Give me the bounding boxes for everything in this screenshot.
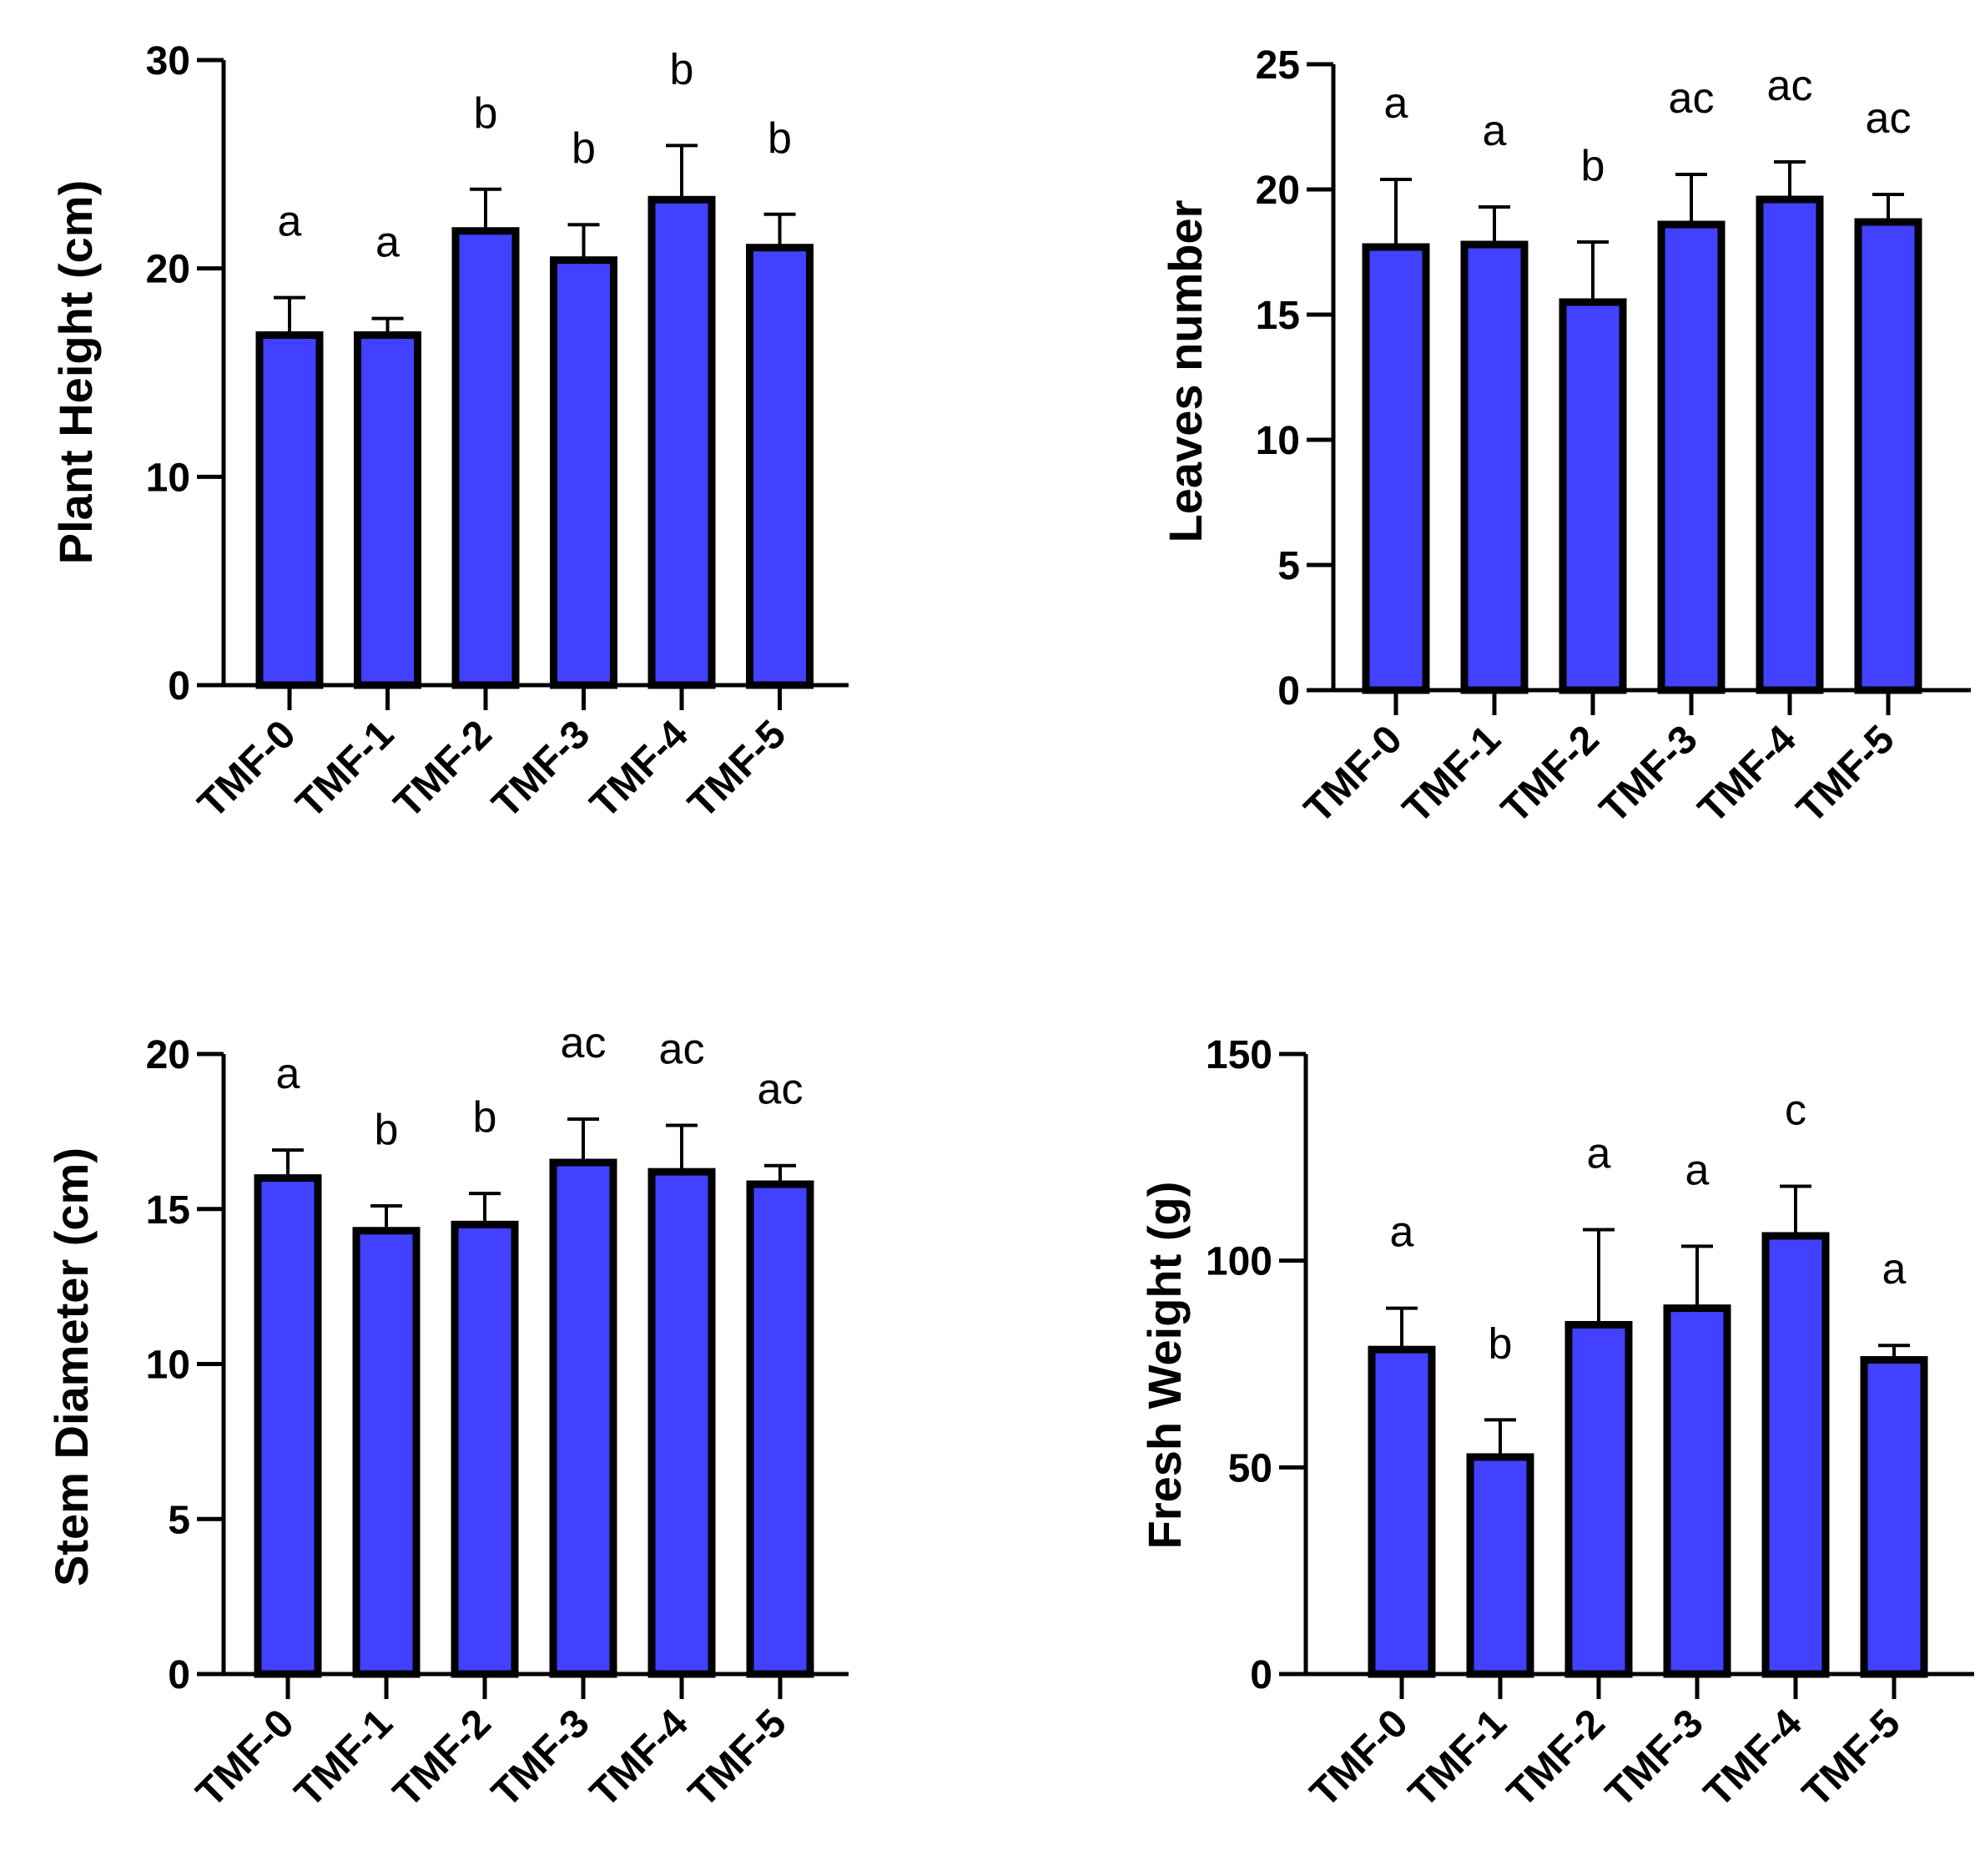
y-tick-label: 20 xyxy=(146,248,190,292)
y-tick-label: 15 xyxy=(1256,294,1300,338)
bar-tmf-1 xyxy=(1466,1453,1534,1678)
y-tick-label: 10 xyxy=(146,456,190,500)
significance-label: c xyxy=(1785,1087,1806,1135)
significance-label: b xyxy=(768,114,792,163)
bar-tmf-4 xyxy=(647,1167,716,1678)
y-tick-label: 150 xyxy=(1206,1033,1272,1077)
y-axis-title: Stem Diameter (cm) xyxy=(45,1147,98,1586)
significance-label: b xyxy=(572,124,596,173)
significance-label: b xyxy=(473,1093,497,1142)
significance-label: b xyxy=(1489,1319,1513,1368)
bar-tmf-1 xyxy=(352,1227,421,1678)
y-axis-title: Fresh Weight (g) xyxy=(1138,1182,1191,1550)
y-tick-label: 30 xyxy=(146,39,190,83)
significance-label: ac xyxy=(1669,74,1715,123)
significance-label: a xyxy=(1882,1245,1907,1294)
significance-label: a xyxy=(375,219,400,267)
significance-label: a xyxy=(1483,107,1507,155)
bar-tmf-2 xyxy=(451,227,520,689)
significance-label: b xyxy=(1581,142,1605,190)
significance-label: a xyxy=(1384,79,1408,128)
significance-label: a xyxy=(276,1050,300,1098)
y-tick-label: 100 xyxy=(1206,1240,1272,1284)
bar-tmf-3 xyxy=(550,256,617,689)
significance-label: a xyxy=(1587,1130,1611,1178)
bar-tmf-4 xyxy=(1761,1232,1830,1678)
bar-tmf-5 xyxy=(1860,1356,1928,1678)
significance-label: ac xyxy=(1866,94,1912,143)
y-tick-label: 15 xyxy=(146,1188,190,1233)
bar-tmf-0 xyxy=(254,1174,322,1678)
bar-tmf-3 xyxy=(1657,220,1726,694)
bar-tmf-1 xyxy=(354,331,421,689)
y-tick-label: 0 xyxy=(1277,669,1300,714)
y-tick-label: 20 xyxy=(1256,169,1300,213)
y-tick-label: 5 xyxy=(168,1498,190,1542)
bar-tmf-3 xyxy=(1663,1304,1731,1678)
y-tick-label: 25 xyxy=(1256,43,1300,88)
y-tick-label: 20 xyxy=(146,1033,190,1077)
y-tick-label: 0 xyxy=(1250,1653,1272,1697)
y-tick-label: 0 xyxy=(168,664,190,709)
y-axis-title: Leaves number xyxy=(1159,200,1212,543)
significance-label: b xyxy=(375,1106,399,1154)
bar-tmf-4 xyxy=(1756,195,1824,694)
significance-label: b xyxy=(474,89,498,138)
bar-tmf-0 xyxy=(255,331,324,689)
bar-tmf-4 xyxy=(647,195,716,689)
significance-label: ac xyxy=(758,1066,804,1114)
y-tick-label: 5 xyxy=(1277,544,1300,588)
y-axis-title: Plant Height (cm) xyxy=(49,180,102,564)
bar-tmf-5 xyxy=(1854,218,1922,694)
y-tick-label: 10 xyxy=(146,1344,190,1388)
significance-label: b xyxy=(670,45,694,93)
significance-label: ac xyxy=(659,1025,705,1073)
bar-tmf-5 xyxy=(746,1180,814,1678)
bar-tmf-2 xyxy=(1559,298,1627,694)
bar-tmf-2 xyxy=(451,1220,519,1678)
significance-label: a xyxy=(278,198,302,246)
significance-label: ac xyxy=(561,1019,607,1067)
y-tick-label: 10 xyxy=(1256,419,1300,463)
significance-label: a xyxy=(1390,1208,1414,1257)
y-tick-label: 0 xyxy=(168,1653,190,1697)
bar-tmf-2 xyxy=(1564,1320,1633,1678)
significance-label: a xyxy=(1685,1146,1710,1194)
significance-label: ac xyxy=(1767,62,1813,110)
bar-tmf-3 xyxy=(549,1158,617,1678)
bar-tmf-0 xyxy=(1362,243,1430,694)
bar-tmf-0 xyxy=(1368,1345,1436,1678)
bar-tmf-1 xyxy=(1460,240,1529,694)
y-tick-label: 50 xyxy=(1228,1446,1272,1490)
bar-tmf-5 xyxy=(746,244,814,689)
